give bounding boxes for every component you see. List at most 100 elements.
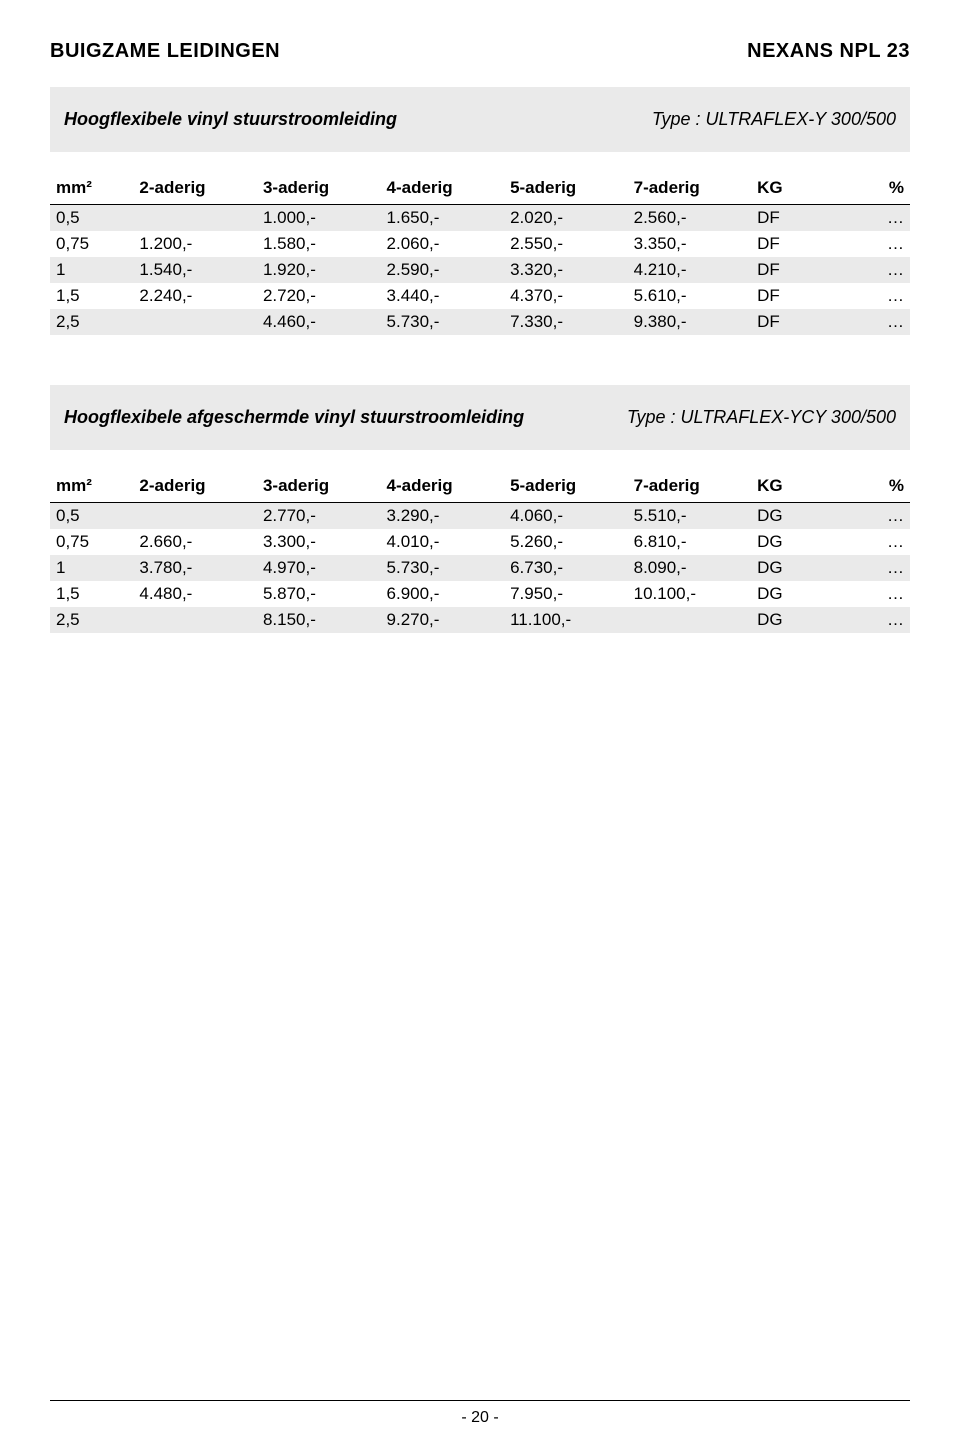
table-cell: 7.330,- (504, 309, 628, 335)
table-row: 13.780,-4.970,-5.730,-6.730,-8.090,-DG… (50, 555, 910, 581)
col-7a: 7-aderig (628, 468, 752, 503)
table-cell: 1 (50, 555, 133, 581)
page: BUIGZAME LEIDINGEN NEXANS NPL 23 Hoogfle… (0, 0, 960, 1455)
table-cell: DF (751, 283, 842, 309)
table-cell: DG (751, 607, 842, 633)
table-cell: 2.590,- (381, 257, 505, 283)
table-cell (133, 309, 257, 335)
page-number: - 20 - (461, 1409, 498, 1426)
table-cell: 2.020,- (504, 205, 628, 232)
table-row: 11.540,-1.920,-2.590,-3.320,-4.210,-DF… (50, 257, 910, 283)
table-cell: 1.580,- (257, 231, 381, 257)
table-cell (133, 607, 257, 633)
section1-title-block: Hoogflexibele vinyl stuurstroomleiding T… (50, 87, 910, 152)
table-header-row: mm² 2-aderig 3-aderig 4-aderig 5-aderig … (50, 468, 910, 503)
table-cell: 4.480,- (133, 581, 257, 607)
table-cell: 8.090,- (628, 555, 752, 581)
col-5a: 5-aderig (504, 468, 628, 503)
table-cell: DG (751, 555, 842, 581)
table-cell: 4.460,- (257, 309, 381, 335)
table-cell: DG (751, 529, 842, 555)
table-row: 0,51.000,-1.650,-2.020,-2.560,-DF… (50, 205, 910, 232)
section1-table: mm² 2-aderig 3-aderig 4-aderig 5-aderig … (50, 170, 910, 335)
table-cell: 5.730,- (381, 309, 505, 335)
table-cell: 2.560,- (628, 205, 752, 232)
table-cell: … (843, 581, 910, 607)
section2-title-block: Hoogflexibele afgeschermde vinyl stuurst… (50, 385, 910, 450)
table-cell: 2.770,- (257, 503, 381, 530)
table-row: 1,54.480,-5.870,-6.900,-7.950,-10.100,-D… (50, 581, 910, 607)
page-header: BUIGZAME LEIDINGEN NEXANS NPL 23 (50, 40, 910, 63)
table-cell: … (843, 231, 910, 257)
table-cell: DG (751, 581, 842, 607)
table-cell: 1.200,- (133, 231, 257, 257)
table-cell: 5.870,- (257, 581, 381, 607)
table-cell: 0,5 (50, 205, 133, 232)
spacer (50, 335, 910, 385)
table-cell: 6.810,- (628, 529, 752, 555)
section2-table: mm² 2-aderig 3-aderig 4-aderig 5-aderig … (50, 468, 910, 633)
table-cell: 3.300,- (257, 529, 381, 555)
table-cell: 2,5 (50, 607, 133, 633)
table-cell: 2.240,- (133, 283, 257, 309)
section2-title: Hoogflexibele afgeschermde vinyl stuurst… (64, 407, 896, 428)
table-cell: … (843, 257, 910, 283)
col-pct: % (843, 170, 910, 205)
table-cell: 2.660,- (133, 529, 257, 555)
table-cell: 2.550,- (504, 231, 628, 257)
section1-type: Type : ULTRAFLEX-Y 300/500 (652, 109, 896, 130)
table-cell: 4.010,- (381, 529, 505, 555)
table-cell: 5.610,- (628, 283, 752, 309)
table-cell: … (843, 309, 910, 335)
table-row: 0,752.660,-3.300,-4.010,-5.260,-6.810,-D… (50, 529, 910, 555)
header-left: BUIGZAME LEIDINGEN (50, 40, 280, 63)
table-cell: 9.270,- (381, 607, 505, 633)
table-cell: 1.000,- (257, 205, 381, 232)
col-kg: KG (751, 170, 842, 205)
col-4a: 4-aderig (381, 468, 505, 503)
col-kg: KG (751, 468, 842, 503)
table-cell: 6.900,- (381, 581, 505, 607)
section2-name: Hoogflexibele afgeschermde vinyl stuurst… (64, 407, 524, 428)
table-cell: 2,5 (50, 309, 133, 335)
table-cell: 0,75 (50, 529, 133, 555)
table-cell: 0,75 (50, 231, 133, 257)
page-footer: - 20 - (0, 1400, 960, 1427)
table-cell: 4.060,- (504, 503, 628, 530)
table-cell (628, 607, 752, 633)
table-cell: 1.540,- (133, 257, 257, 283)
table-cell (133, 503, 257, 530)
col-7a: 7-aderig (628, 170, 752, 205)
col-pct: % (843, 468, 910, 503)
col-mm: mm² (50, 468, 133, 503)
table-cell: 5.510,- (628, 503, 752, 530)
header-right: NEXANS NPL 23 (747, 40, 910, 63)
table-cell: 4.210,- (628, 257, 752, 283)
col-3a: 3-aderig (257, 468, 381, 503)
col-5a: 5-aderig (504, 170, 628, 205)
table-cell: 4.970,- (257, 555, 381, 581)
table-cell: 10.100,- (628, 581, 752, 607)
footer-rule (50, 1400, 910, 1401)
section1-title: Hoogflexibele vinyl stuurstroomleiding T… (64, 109, 896, 130)
col-mm: mm² (50, 170, 133, 205)
table-cell: 3.290,- (381, 503, 505, 530)
section2-type: Type : ULTRAFLEX-YCY 300/500 (627, 407, 896, 428)
table-cell: 9.380,- (628, 309, 752, 335)
table-row: 0,751.200,-1.580,-2.060,-2.550,-3.350,-D… (50, 231, 910, 257)
table-cell: 5.730,- (381, 555, 505, 581)
table-header-row: mm² 2-aderig 3-aderig 4-aderig 5-aderig … (50, 170, 910, 205)
table-cell: 3.320,- (504, 257, 628, 283)
section1-name: Hoogflexibele vinyl stuurstroomleiding (64, 109, 397, 130)
table-cell: 1,5 (50, 283, 133, 309)
table-cell: … (843, 529, 910, 555)
table-cell: DG (751, 503, 842, 530)
col-3a: 3-aderig (257, 170, 381, 205)
table-cell: 1 (50, 257, 133, 283)
table-cell: 2.720,- (257, 283, 381, 309)
table-cell: 8.150,- (257, 607, 381, 633)
col-2a: 2-aderig (133, 468, 257, 503)
table-row: 1,52.240,-2.720,-3.440,-4.370,-5.610,-DF… (50, 283, 910, 309)
table-cell: 7.950,- (504, 581, 628, 607)
table-cell: DF (751, 205, 842, 232)
